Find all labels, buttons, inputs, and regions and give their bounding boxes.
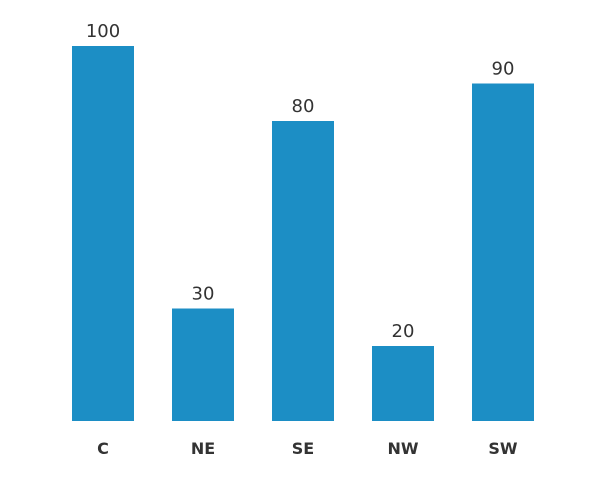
bars-group <box>72 46 534 421</box>
value-label-nw: 20 <box>392 321 415 342</box>
value-label-ne: 30 <box>192 284 215 305</box>
category-label-c: C <box>97 439 109 458</box>
value-label-c: 100 <box>86 21 120 42</box>
category-label-se: SE <box>292 439 314 458</box>
bar-nw <box>372 346 434 421</box>
category-labels-group: C NE SE NW SW <box>97 439 518 458</box>
category-label-ne: NE <box>191 439 215 458</box>
category-label-sw: SW <box>488 439 518 458</box>
bar-ne <box>172 308 234 421</box>
value-label-sw: 90 <box>492 59 515 80</box>
bar-se <box>272 121 334 421</box>
value-label-se: 80 <box>292 96 315 117</box>
bar-sw <box>472 83 534 421</box>
category-label-nw: NW <box>387 439 418 458</box>
value-labels-group: 100 30 80 20 90 <box>86 21 515 342</box>
bar-c <box>72 46 134 421</box>
